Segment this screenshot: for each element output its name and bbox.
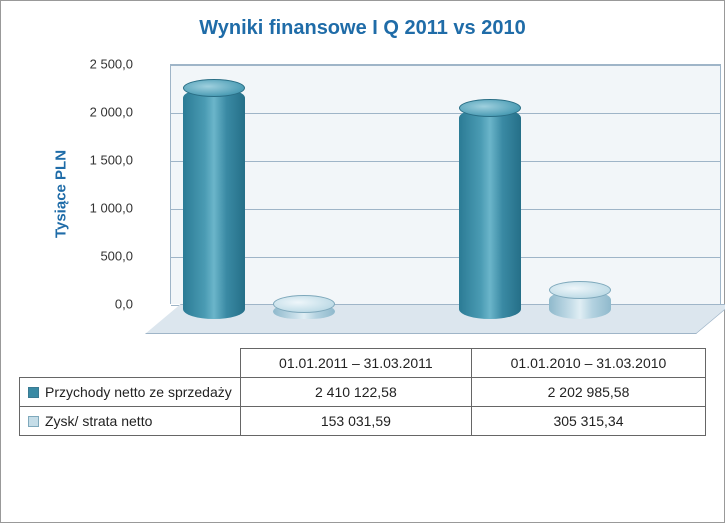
data-table: 01.01.2011 – 31.03.2011 01.01.2010 – 31.… [19, 348, 706, 436]
value-profit-2010: 305 315,34 [471, 407, 705, 436]
legend-marker-light-icon [28, 416, 39, 427]
chart-plot-area: Tysiące PLN 0,0500,01 000,01 500,02 000,… [19, 44, 706, 344]
y-axis-ticks: 0,0500,01 000,01 500,02 000,02 500,0 [59, 64, 139, 334]
table-corner-cell [20, 349, 241, 378]
y-tick-label: 0,0 [115, 297, 133, 312]
row-header-profit: Zysk/ strata netto [20, 407, 241, 436]
value-revenue-2010: 2 202 985,58 [471, 378, 705, 407]
cylinder-revenue-2011 [183, 88, 245, 319]
chart-container: Wyniki finansowe I Q 2011 vs 2010 Tysiąc… [0, 0, 725, 523]
cylinder-profit-2011 [273, 304, 335, 319]
series-name-profit: Zysk/ strata netto [45, 413, 152, 429]
y-tick-label: 1 500,0 [90, 153, 133, 168]
table-row: Przychody netto ze sprzedaży 2 410 122,5… [20, 378, 706, 407]
legend-marker-dark-icon [28, 387, 39, 398]
cylinder-profit-2010 [549, 290, 611, 319]
y-tick-label: 1 000,0 [90, 201, 133, 216]
bar-group-2010 [421, 64, 697, 334]
bar-group-2011 [145, 64, 421, 334]
plot-3d [145, 64, 696, 334]
value-revenue-2011: 2 410 122,58 [240, 378, 471, 407]
series-name-revenue: Przychody netto ze sprzedaży [45, 384, 232, 400]
y-tick-label: 500,0 [100, 249, 133, 264]
column-header-2010: 01.01.2010 – 31.03.2010 [471, 349, 705, 378]
y-tick-label: 2 500,0 [90, 57, 133, 72]
value-profit-2011: 153 031,59 [240, 407, 471, 436]
column-header-2011: 01.01.2011 – 31.03.2011 [240, 349, 471, 378]
cylinder-revenue-2010 [459, 108, 521, 319]
table-row: Zysk/ strata netto 153 031,59 305 315,34 [20, 407, 706, 436]
chart-title: Wyniki finansowe I Q 2011 vs 2010 [9, 17, 716, 40]
y-tick-label: 2 000,0 [90, 105, 133, 120]
row-header-revenue: Przychody netto ze sprzedaży [20, 378, 241, 407]
